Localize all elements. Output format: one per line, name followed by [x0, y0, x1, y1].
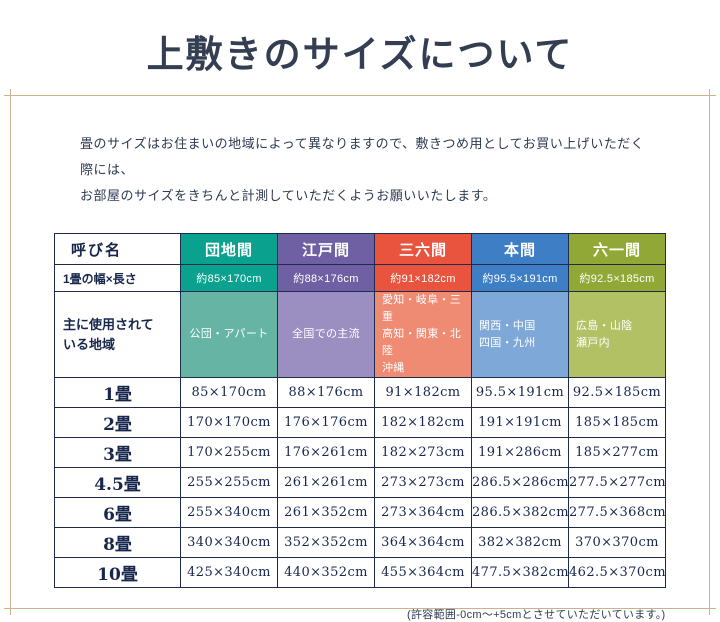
region-cell: 愛知・岐阜・三重 高知・関東・北陸 沖縄 [374, 290, 472, 379]
row-label: 2畳 [54, 407, 181, 439]
size-value: 255×340cm [180, 497, 278, 529]
region-cell: 公団・アパート [180, 290, 278, 379]
table-row: 1畳 85×170cm 88×176cm 91×182cm 95.5×191cm 92.5… [54, 377, 666, 409]
size-value: 477.5×382cm [471, 557, 569, 589]
size-value: 182×182cm [374, 407, 472, 439]
size-value: 176×261cm [277, 437, 375, 469]
col-header-edoma: 江戸間 [277, 233, 375, 265]
size-value: 261×352cm [277, 497, 375, 529]
tatami-size-table: 呼び名 団地間 江戸間 三六間 本間 六一間 1畳の幅×長さ 約85×170cm… [54, 233, 666, 589]
col-header-danchima: 団地間 [180, 233, 278, 265]
size-value: 273×273cm [374, 467, 472, 499]
table-row: 4.5畳 255×255cm 261×261cm 273×273cm 286.5×286… [54, 467, 666, 499]
size-value: 286.5×382cm [471, 497, 569, 529]
row-label: 6畳 [54, 497, 181, 529]
size-value: 191×286cm [471, 437, 569, 469]
tolerance-note: (許容範囲-0cm〜+5cmとさせていただいています。) [407, 609, 666, 622]
region-cell: 全国での主流 [277, 290, 375, 379]
size-value: 182×273cm [374, 437, 472, 469]
size-value: 364×364cm [374, 527, 472, 559]
size-value: 185×277cm [568, 437, 666, 469]
size-value: 88×176cm [277, 377, 375, 409]
region-label: 主に使用されて いる地域 [54, 290, 181, 379]
size-value: 170×255cm [180, 437, 278, 469]
size-value: 85×170cm [180, 377, 278, 409]
size-value: 91×182cm [374, 377, 472, 409]
row-label: 3畳 [54, 437, 181, 469]
size-value: 170×170cm [180, 407, 278, 439]
size-value: 425×340cm [180, 557, 278, 589]
mat-size-cell: 約88×176cm [277, 264, 375, 292]
table-row: 2畳 170×170cm 176×176cm 182×182cm 191×191cm 18… [54, 407, 666, 439]
region-cell: 広島・山陰 瀬戸内 [568, 290, 666, 379]
width-length-row: 1畳の幅×長さ 約85×170cm 約88×176cm 約91×182cm 約9… [54, 264, 666, 292]
size-value: 261×261cm [277, 467, 375, 499]
region-row: 主に使用されて いる地域 公団・アパート 全国での主流 愛知・岐阜・三重 高知・… [54, 290, 666, 379]
region-cell: 関西・中国 四国・九州 [471, 290, 569, 379]
table-row: 10畳 425×340cm 440×352cm 455×364cm 477.5×382c… [54, 557, 666, 589]
row-label: 10畳 [54, 557, 181, 589]
row-label: 4.5畳 [54, 467, 181, 499]
frame-border-right [709, 89, 710, 615]
size-value: 440×352cm [277, 557, 375, 589]
size-value: 95.5×191cm [471, 377, 569, 409]
table-row: 3畳 170×255cm 176×261cm 182×273cm 191×286cm 18… [54, 437, 666, 469]
mat-size-cell: 約95.5×191cm [471, 264, 569, 292]
row-label: 1畳 [54, 377, 181, 409]
table-row: 6畳 255×340cm 261×352cm 273×364cm 286.5×382cm… [54, 497, 666, 529]
size-value: 340×340cm [180, 527, 278, 559]
size-value: 286.5×286cm [471, 467, 569, 499]
size-value: 277.5×277cm [568, 467, 666, 499]
size-value: 462.5×370cm [568, 557, 666, 589]
corner-header: 呼び名 [54, 233, 181, 265]
header-row: 呼び名 団地間 江戸間 三六間 本間 六一間 [54, 233, 666, 265]
mat-size-cell: 約85×170cm [180, 264, 278, 292]
mat-size-cell: 約91×182cm [374, 264, 472, 292]
size-value: 191×191cm [471, 407, 569, 439]
col-header-saburokuma: 三六間 [374, 233, 472, 265]
size-value: 352×352cm [277, 527, 375, 559]
size-value: 92.5×185cm [568, 377, 666, 409]
intro-text: 畳のサイズはお住まいの地域によって異なりますので、敷きつめ用としてお買い上げいた… [80, 136, 645, 203]
size-value: 255×255cm [180, 467, 278, 499]
width-length-label: 1畳の幅×長さ [54, 264, 181, 292]
frame-border-bottom [4, 608, 716, 609]
size-value: 277.5×368cm [568, 497, 666, 529]
frame-border-top [4, 95, 716, 96]
row-label: 8畳 [54, 527, 181, 559]
mat-size-cell: 約92.5×185cm [568, 264, 666, 292]
decorative-frame: 畳のサイズはお住まいの地域によって異なりますので、敷きつめ用としてお買い上げいた… [4, 89, 716, 621]
size-value: 176×176cm [277, 407, 375, 439]
size-value: 382×382cm [471, 527, 569, 559]
table-row: 8畳 340×340cm 352×352cm 364×364cm 382×382cm 37… [54, 527, 666, 559]
size-value: 455×364cm [374, 557, 472, 589]
size-value: 185×185cm [568, 407, 666, 439]
page-title: 上敷きのサイズについて [146, 32, 574, 76]
size-value: 370×370cm [568, 527, 666, 559]
frame-border-left [10, 89, 11, 615]
size-value: 273×364cm [374, 497, 472, 529]
col-header-rokuichima: 六一間 [568, 233, 666, 265]
col-header-honma: 本間 [471, 233, 569, 265]
